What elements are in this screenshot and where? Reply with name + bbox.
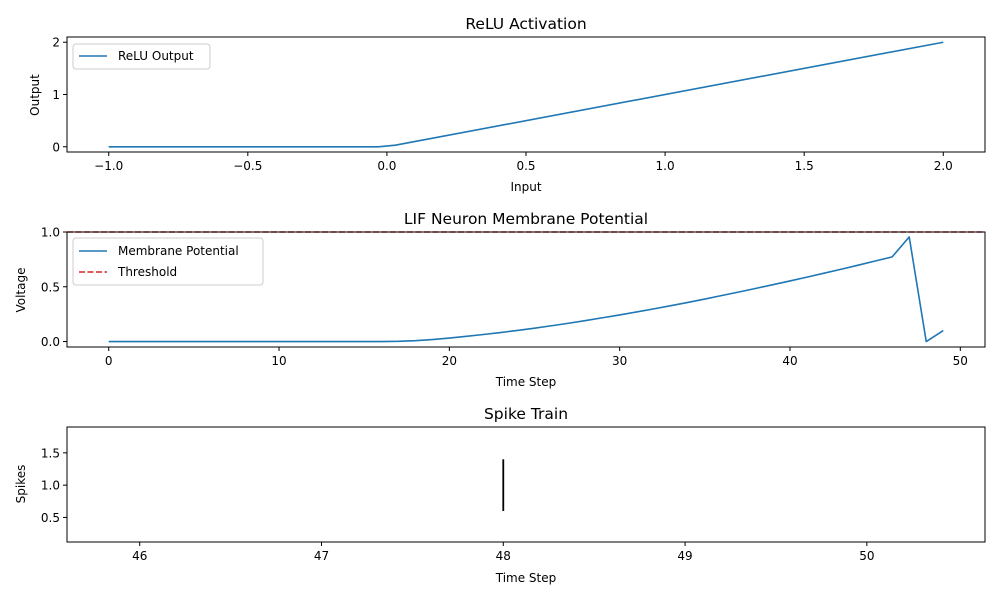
x-tick-label: 48 — [496, 549, 511, 563]
x-tick-label: 0 — [105, 354, 113, 368]
x-tick-label: 50 — [953, 354, 968, 368]
x-tick-label: 50 — [859, 549, 874, 563]
y-tick-label: 0.0 — [41, 335, 60, 349]
chart-title: LIF Neuron Membrane Potential — [404, 210, 648, 228]
x-tick-label: 30 — [612, 354, 627, 368]
x-axis-label: Time Step — [495, 375, 557, 389]
x-axis-label: Input — [510, 180, 541, 194]
y-axis-label: Output — [28, 74, 42, 116]
x-tick-label: 1.0 — [656, 159, 675, 173]
x-axis-label: Time Step — [495, 571, 557, 585]
y-axis-label: Spikes — [14, 465, 28, 504]
chart-title: Spike Train — [484, 405, 568, 423]
legend-label-membrane-potential: Membrane Potential — [118, 244, 239, 258]
y-axis-label: Voltage — [14, 267, 28, 312]
series-line-membrane-potential — [108, 236, 944, 343]
y-tick-label: 0.5 — [41, 280, 60, 294]
plot-area: −1.0 −0.5 0.0 0.5 1.0 1.5 2.0 0 1 2 — [52, 36, 986, 173]
y-tick-label: 1.0 — [41, 226, 60, 240]
series-line-relu-output — [108, 41, 944, 148]
spike-train-chart: Spike Train 46 47 48 49 50 0.5 1.0 1.5 Time Ste… — [14, 405, 986, 585]
legend-label-threshold: Threshold — [117, 265, 177, 279]
x-tick-label: 0.0 — [377, 159, 396, 173]
chart-title: ReLU Activation — [465, 15, 586, 33]
y-tick-label: 1.0 — [41, 479, 60, 493]
x-tick-label: 1.5 — [795, 159, 814, 173]
x-tick-label: 2.0 — [934, 159, 953, 173]
axes-frame — [66, 426, 986, 543]
x-tick-label: −0.5 — [233, 159, 262, 173]
relu-chart: ReLU Activation −1.0 −0.5 0.0 0.5 1.0 1.5 2.0 0… — [28, 15, 986, 194]
lif-chart: LIF Neuron Membrane Potential 0 10 20 30 40 5… — [14, 210, 986, 389]
y-tick-label: 0.5 — [41, 511, 60, 525]
legend-label-relu-output: ReLU Output — [118, 49, 194, 63]
x-tick-label: 46 — [132, 549, 147, 563]
axes-frame — [66, 231, 986, 348]
y-tick-label: 1 — [52, 88, 60, 102]
x-tick-label: 0.5 — [516, 159, 535, 173]
x-tick-label: 47 — [314, 549, 329, 563]
x-tick-label: 49 — [677, 549, 692, 563]
y-tick-label: 0 — [52, 140, 60, 154]
legend: ReLU Output — [72, 43, 211, 70]
legend-box — [72, 237, 264, 286]
y-tick-label: 2 — [52, 36, 60, 50]
legend-box — [72, 43, 211, 70]
y-tick-label: 1.5 — [41, 446, 60, 460]
plot-area: 46 47 48 49 50 0.5 1.0 1.5 — [41, 426, 986, 563]
x-tick-label: 40 — [782, 354, 797, 368]
plot-area: 0 10 20 30 40 50 0.0 0.5 1.0 — [41, 226, 986, 368]
x-tick-label: 20 — [442, 354, 457, 368]
legend: Membrane Potential Threshold — [72, 237, 264, 286]
x-tick-label: −1.0 — [94, 159, 123, 173]
x-tick-label: 10 — [271, 354, 286, 368]
